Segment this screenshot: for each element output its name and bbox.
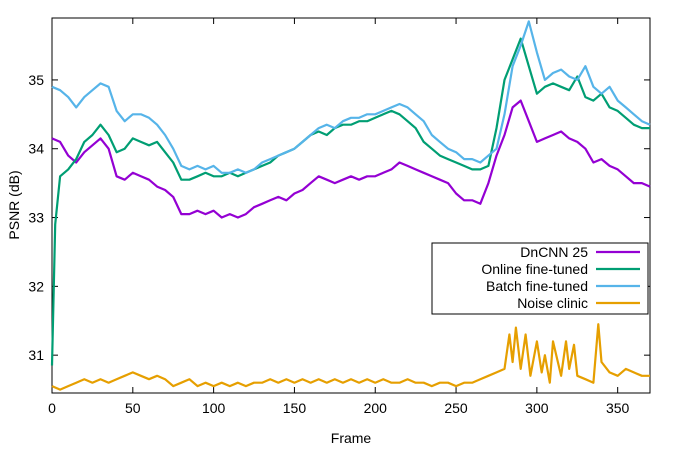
legend-label-1: Online fine-tuned — [481, 261, 588, 277]
y-tick-label: 34 — [28, 141, 44, 157]
legend-label-2: Batch fine-tuned — [486, 278, 588, 294]
x-tick-label: 100 — [202, 400, 226, 416]
legend-label-3: Noise clinic — [517, 295, 588, 311]
series-line-0 — [51, 99, 651, 219]
x-tick-label: 350 — [606, 400, 630, 416]
x-axis-label: Frame — [331, 430, 372, 446]
x-tick-label: 250 — [444, 400, 468, 416]
x-axis-ticks: 0 50 100 150 200 250 300 350 — [48, 18, 630, 416]
y-axis-ticks: 31 32 33 34 35 — [28, 72, 650, 363]
series-line-1 — [50, 37, 650, 366]
y-tick-label: 33 — [28, 210, 44, 226]
legend-label-0: DnCNN 25 — [520, 244, 588, 260]
x-tick-label: 300 — [525, 400, 549, 416]
plot-frame — [51, 17, 651, 394]
y-tick-label: 35 — [28, 72, 44, 88]
x-tick-label: 50 — [125, 400, 141, 416]
x-tick-label: 200 — [364, 400, 388, 416]
x-tick-label: 0 — [48, 400, 56, 416]
y-tick-label: 31 — [28, 347, 44, 363]
series-line-3 — [51, 323, 650, 391]
series-lines — [50, 20, 651, 391]
x-tick-label: 150 — [283, 400, 307, 416]
y-tick-label: 32 — [28, 278, 44, 294]
series-line-2 — [51, 20, 651, 174]
y-axis-label: PSNR (dB) — [6, 170, 22, 239]
